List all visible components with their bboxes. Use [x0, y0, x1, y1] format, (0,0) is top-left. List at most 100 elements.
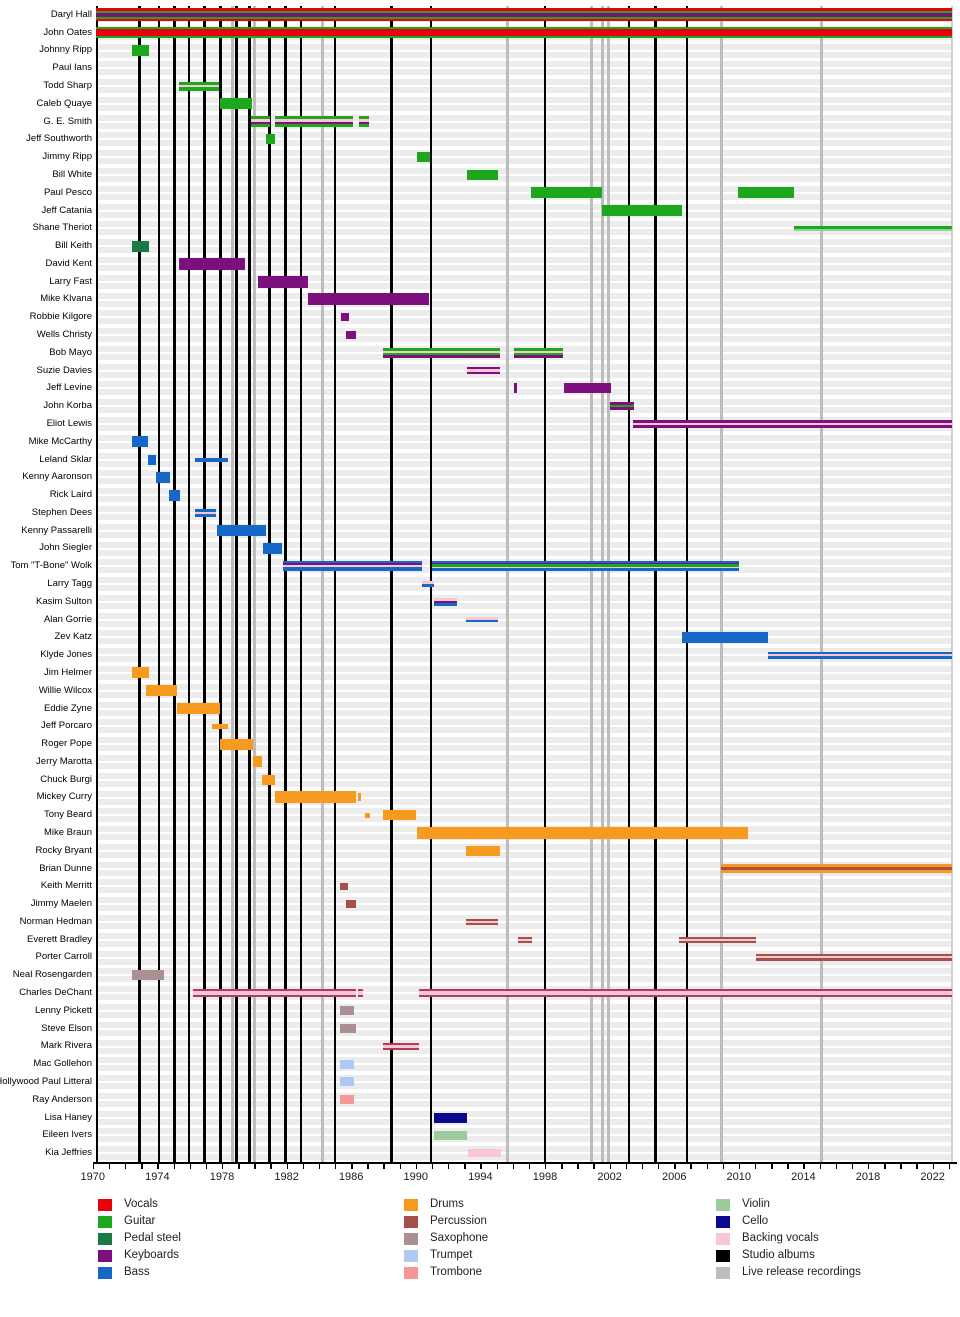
axis-tick — [318, 1163, 321, 1169]
bar-stripe-bass — [194, 509, 216, 512]
bar-stripe-rose — [382, 1043, 419, 1046]
bar-stripe-rose — [358, 988, 364, 992]
timeline-row-band — [96, 575, 952, 593]
member-bar — [633, 419, 952, 429]
timeline-row-band — [96, 1055, 952, 1074]
live-recording-line — [506, 6, 510, 1163]
legend-swatch-trumpet — [404, 1250, 418, 1262]
axis-tick — [173, 1163, 175, 1169]
axis-tick — [512, 1163, 515, 1169]
bar-stripe-saxophone — [339, 1006, 355, 1016]
axis-tick-label: 2006 — [661, 1171, 687, 1184]
axis-tick-label: 2010 — [726, 1171, 752, 1184]
member-bar — [601, 205, 683, 217]
member-bar — [383, 810, 416, 821]
legend-label: Keyboards — [124, 1249, 179, 1261]
axis-tick — [561, 1163, 563, 1169]
bar-stripe-keyboards — [609, 407, 634, 410]
bar-stripe-percussion — [339, 882, 348, 890]
timeline-row-band — [96, 361, 952, 380]
bar-stripe-backing — [283, 564, 423, 567]
timeline-row-band — [96, 272, 952, 291]
bar-stripe-trombone — [339, 1095, 355, 1105]
axis-tick — [658, 1163, 660, 1169]
member-bar — [179, 257, 246, 270]
member-label: Eileen Ivers — [42, 1129, 92, 1141]
studio-album-line — [390, 6, 393, 1163]
member-bar — [176, 703, 221, 714]
bar-stripe-guitar — [266, 134, 276, 145]
bar-stripe-keyboards — [514, 354, 563, 358]
member-bar — [339, 1059, 355, 1069]
member-bar — [345, 900, 357, 909]
bar-stripe-drums — [357, 793, 361, 802]
member-bar — [275, 791, 357, 804]
bar-stripe-keyboards — [609, 402, 634, 405]
bar-stripe-guitar — [131, 44, 150, 56]
member-label: Everett Bradley — [27, 933, 92, 945]
member-label: Kia Jeffries — [45, 1147, 92, 1159]
bar-stripe-percussion — [679, 940, 756, 943]
legend-item: Live release recordings — [716, 1266, 956, 1283]
timeline-row-band — [96, 877, 952, 896]
bar-stripe-guitar — [96, 36, 952, 39]
axis-tick — [609, 1163, 611, 1169]
member-label: Johnny Ripp — [39, 44, 92, 56]
bar-stripe-guitar — [417, 152, 431, 163]
axis-tick — [771, 1163, 773, 1169]
axis-tick — [351, 1163, 353, 1169]
member-label: Charles DeChant — [19, 987, 92, 999]
bar-stripe-rose — [382, 1047, 419, 1050]
member-label: Lenny Pickett — [34, 1004, 92, 1016]
timeline-row-band — [96, 1001, 952, 1020]
bar-stripe-backing — [382, 1045, 419, 1048]
legend-item: Studio albums — [716, 1249, 956, 1266]
timeline-row-band — [96, 788, 952, 807]
legend-item: Bass — [98, 1266, 338, 1283]
axis-tick — [464, 1163, 466, 1169]
axis-tick-label: 1974 — [145, 1171, 170, 1184]
bar-stripe-keyboards — [275, 121, 353, 125]
bar-stripe-guitar — [514, 352, 563, 355]
bar-stripe-bass — [131, 436, 148, 448]
bar-stripe-keyboards — [431, 562, 739, 565]
member-bar — [252, 756, 263, 768]
axis-tick-label: 1994 — [468, 1171, 493, 1184]
member-label: Bob Mayo — [49, 346, 92, 358]
member-bar — [346, 331, 357, 340]
bar-stripe-bass — [194, 514, 216, 517]
bar-stripe-backing — [431, 566, 739, 569]
timeline-row-band — [96, 913, 952, 931]
timeline-row-band — [96, 201, 952, 220]
member-label: Jeff Southworth — [26, 133, 92, 145]
bar-stripe-guitar — [179, 87, 219, 91]
studio-album-line — [248, 6, 251, 1163]
bar-stripe-keyboards — [179, 257, 246, 270]
bar-stripe-guitar — [219, 98, 252, 110]
axis-baseline — [93, 1162, 957, 1164]
timeline-row-band — [96, 841, 952, 860]
axis-tick — [900, 1163, 902, 1169]
member-label: John Korba — [43, 400, 92, 412]
timeline-row-band — [96, 130, 952, 149]
member-label: Jeff Porcaro — [40, 720, 92, 732]
member-bar — [263, 542, 282, 554]
member-bar — [339, 882, 348, 890]
member-label: Keith Merritt — [40, 880, 92, 892]
bar-stripe-guitar — [383, 352, 500, 355]
bar-stripe-keyboards — [96, 12, 952, 17]
axis-tick — [383, 1163, 385, 1169]
timeline-row-band — [96, 237, 952, 255]
member-label: Willie Wilcox — [38, 684, 92, 696]
member-bar — [738, 187, 794, 199]
bar-stripe-bass — [263, 542, 282, 554]
member-bar — [131, 667, 150, 679]
bar-stripe-guitar — [275, 116, 353, 120]
member-bar — [359, 116, 369, 128]
member-bar — [131, 240, 150, 252]
member-bar — [146, 685, 177, 697]
bar-stripe-bass — [431, 568, 739, 572]
member-label: Jim Helmer — [43, 666, 92, 678]
bar-stripe-backing — [755, 956, 952, 959]
member-bar — [194, 457, 229, 462]
